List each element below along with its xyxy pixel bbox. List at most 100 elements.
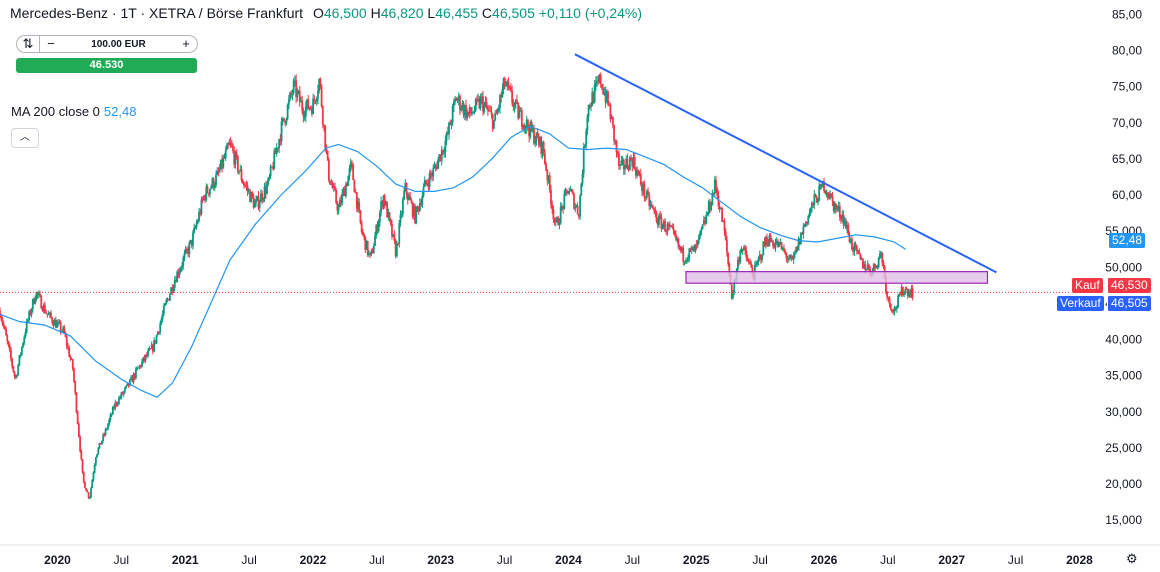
candle-body [766, 237, 768, 244]
candle-body [23, 336, 26, 344]
candle-body [571, 191, 574, 194]
candle-body [90, 488, 92, 498]
candle-body [44, 304, 46, 313]
candle-body [552, 209, 555, 220]
candle-body [490, 111, 493, 115]
candle-body [738, 260, 740, 263]
candle-body [213, 185, 216, 188]
candle-body [598, 74, 601, 82]
close-value: 46,505 [492, 5, 535, 21]
candle-body [431, 174, 433, 177]
candle-body [677, 238, 680, 247]
settings-gear-icon[interactable]: ⚙ [1126, 551, 1138, 566]
collapse-chevron-up-icon[interactable]: ︿ [11, 128, 39, 148]
time-axis[interactable]: 2020 Jul 2021 Jul 2022 Jul 2023 Jul 2024 Jul 2025 J… [44, 553, 1093, 567]
candle-body [866, 264, 869, 270]
candle-body [749, 261, 751, 264]
candle-body [824, 190, 827, 193]
candle-body [665, 231, 668, 233]
candle-body [227, 144, 230, 146]
y-tick-label: 60,00 [1112, 188, 1142, 202]
candle-body [568, 191, 571, 194]
candle-body [546, 170, 549, 181]
candle-body [13, 371, 16, 377]
close-label: C [481, 5, 493, 21]
candle-body [455, 98, 458, 101]
verkauf-price-tag: Verkauf [1057, 296, 1104, 311]
candle-body [564, 189, 567, 194]
quantity-stepper[interactable]: ⇅ − 100.00 EUR + [16, 35, 198, 53]
candle-body [393, 234, 396, 241]
y-tick-label: 65,00 [1112, 152, 1142, 166]
candle-body [726, 239, 728, 253]
candle-body [187, 249, 190, 255]
swap-icon[interactable]: ⇅ [22, 36, 34, 51]
candle-body [483, 103, 486, 112]
candle-body [551, 204, 554, 210]
candle-body [277, 147, 279, 149]
candle-body [124, 387, 126, 392]
verkauf-value-tag: 46,505 [1107, 296, 1151, 311]
candle-body [810, 202, 813, 208]
candle-body [576, 205, 579, 215]
candle-body [255, 200, 257, 203]
candle-body [101, 440, 103, 445]
candle-body [727, 252, 730, 264]
candle-body [46, 313, 49, 315]
candle-body [444, 140, 447, 153]
candle-body [631, 159, 634, 167]
candle-body [596, 80, 598, 83]
price-axis[interactable]: 15,00020,00025,00030,00035,00040,00045,0… [1105, 7, 1142, 527]
plus-button[interactable]: + [182, 36, 190, 51]
candle-body [355, 192, 358, 209]
candle-body [831, 196, 834, 202]
candle-body [178, 271, 181, 275]
candle-body [93, 464, 96, 473]
candle-body [34, 299, 37, 304]
candle-body [892, 311, 895, 313]
y-tick-label: 15,000 [1105, 513, 1142, 527]
candle-body [51, 317, 54, 323]
candle-body [863, 264, 865, 269]
candle-body [817, 201, 819, 203]
buy-button[interactable]: 46.530 [16, 58, 197, 73]
candle-body [319, 79, 322, 87]
candle-body [838, 205, 841, 218]
minus-button[interactable]: − [47, 36, 55, 51]
candle-body [321, 106, 324, 125]
candle-body [351, 162, 353, 165]
candle-body [136, 368, 139, 370]
candle-body [87, 492, 90, 498]
candle-body [291, 92, 294, 95]
candle-body [522, 126, 524, 129]
candle-body [716, 188, 719, 196]
candle-body [841, 214, 844, 220]
candle-body [347, 175, 350, 186]
candle-body [325, 148, 328, 151]
candle-body [205, 186, 208, 200]
candle-body [548, 175, 551, 190]
candle-body [761, 255, 764, 260]
candle-body [75, 392, 78, 412]
candle-body [263, 186, 266, 199]
candle-body [190, 239, 193, 246]
candle-body [109, 414, 112, 420]
candle-body [253, 202, 256, 208]
x-tick-label: Jul [625, 553, 640, 567]
candle-body [534, 141, 537, 144]
candle-body [388, 212, 391, 219]
quantity-value[interactable]: 100.00 EUR [91, 38, 146, 50]
candle-body [153, 340, 156, 352]
candle-body [800, 232, 802, 245]
chart-header: Mercedes-Benz · 1T · XETRA / Börse Frank… [10, 5, 642, 21]
candle-body [391, 223, 393, 237]
indicator-legend[interactable]: MA 200 close 0 52,48 [11, 104, 136, 119]
candle-body [505, 85, 507, 87]
candle-body [898, 294, 901, 296]
x-tick-label: 2028 [1066, 553, 1093, 567]
ma-200-line [0, 125, 907, 399]
candle-body [267, 178, 270, 185]
candle-body [340, 199, 342, 204]
candle-body [661, 225, 664, 229]
